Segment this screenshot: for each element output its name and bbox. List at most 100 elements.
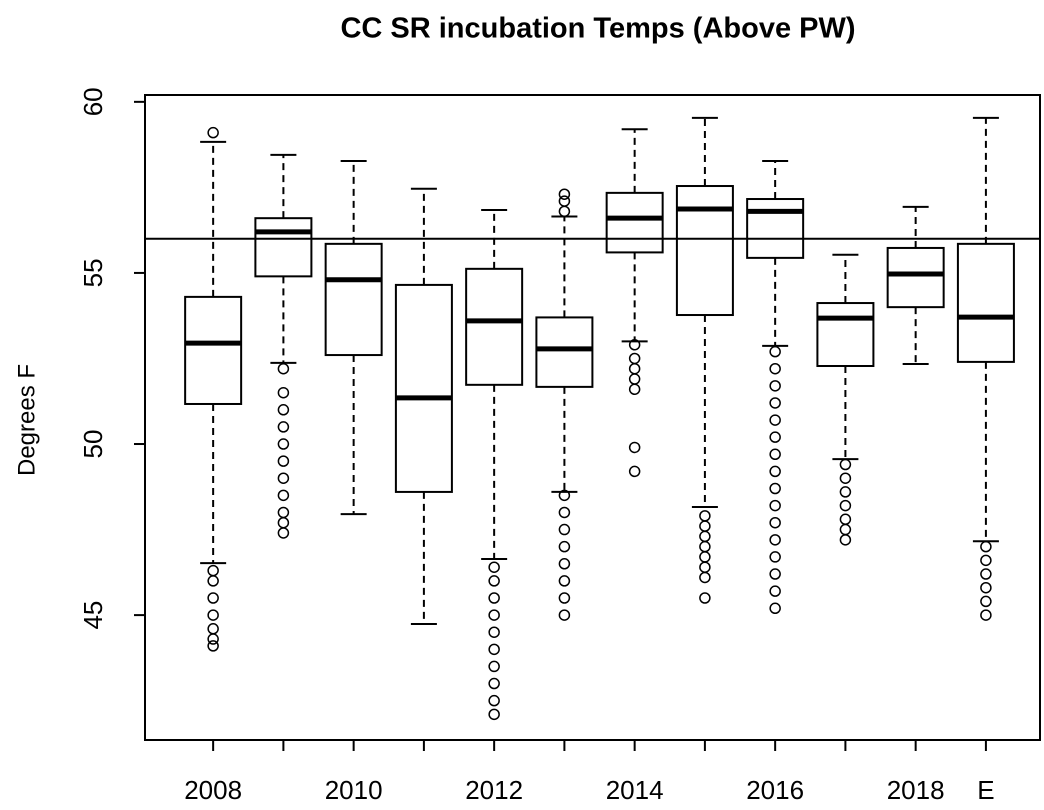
outlier (488, 575, 500, 587)
outlier (558, 540, 571, 553)
outlier (628, 465, 641, 478)
outlier (628, 373, 641, 385)
outlier (488, 677, 500, 690)
outlier (769, 568, 781, 580)
outlier (699, 520, 711, 532)
y-tick-label: 45 (78, 601, 108, 630)
box (886, 246, 945, 309)
outlier (769, 448, 781, 461)
box (746, 198, 805, 259)
outlier (769, 551, 781, 563)
box (184, 295, 243, 405)
outlier (769, 414, 781, 426)
outlier (558, 523, 571, 536)
outlier (699, 510, 711, 522)
outlier (488, 561, 500, 573)
x-tick-label: E (977, 775, 994, 805)
outlier (488, 592, 500, 604)
outlier (277, 362, 290, 375)
x-tick-label: 2012 (465, 775, 523, 805)
outlier (769, 465, 781, 478)
outlier (558, 592, 571, 604)
outlier (839, 534, 852, 546)
outlier (628, 441, 641, 454)
outlier (207, 564, 219, 577)
outlier (277, 516, 290, 529)
outlier (277, 386, 290, 399)
outlier (558, 188, 571, 200)
outlier (207, 609, 219, 621)
box (675, 185, 734, 317)
outlier (277, 489, 290, 502)
outlier (769, 397, 781, 409)
outlier (207, 623, 219, 635)
box (324, 242, 383, 357)
outlier (769, 380, 781, 392)
outlier (699, 540, 711, 553)
outlier (980, 609, 992, 621)
outlier (769, 345, 781, 358)
outlier (488, 660, 500, 673)
outlier (699, 571, 711, 584)
outlier (699, 530, 711, 543)
outlier (699, 561, 711, 573)
y-tick-label: 55 (78, 258, 108, 287)
outlier (628, 362, 641, 375)
box (535, 316, 594, 388)
outlier (980, 554, 992, 567)
outlier (769, 534, 781, 546)
outlier (769, 362, 781, 375)
outlier (207, 633, 219, 645)
outlier (628, 339, 641, 351)
outlier (699, 592, 711, 604)
x-tick-label: 2008 (184, 775, 242, 805)
outlier (769, 431, 781, 443)
outlier (558, 195, 571, 207)
outlier (628, 383, 641, 396)
outlier (980, 595, 992, 608)
y-tick-label: 50 (78, 430, 108, 459)
outlier (558, 575, 571, 587)
outlier (207, 640, 219, 652)
y-axis-label: Degrees F (13, 364, 40, 476)
outlier (558, 506, 571, 519)
outlier (769, 499, 781, 512)
plot-frame (144, 94, 1041, 741)
outlier (277, 421, 290, 433)
outlier (769, 516, 781, 529)
x-tick-label: 2018 (887, 775, 945, 805)
outlier (488, 643, 500, 656)
outlier (207, 575, 219, 587)
chart-title: CC SR incubation Temps (Above PW) (340, 13, 855, 45)
outlier (488, 708, 500, 721)
outlier (769, 482, 781, 495)
outlier (839, 513, 852, 526)
outlier (488, 694, 500, 707)
outlier (839, 458, 852, 471)
x-tick-label: 2010 (325, 775, 383, 805)
outlier (839, 472, 852, 484)
outlier (277, 472, 290, 484)
outlier (488, 609, 500, 621)
box (394, 283, 453, 493)
box (465, 267, 524, 386)
outlier (277, 438, 290, 450)
outlier (839, 523, 852, 536)
outlier (277, 404, 290, 416)
outlier (769, 602, 781, 615)
y-tick-label: 60 (78, 87, 108, 116)
outlier (558, 205, 571, 218)
outlier (839, 486, 852, 498)
box (816, 302, 875, 368)
box (605, 191, 664, 254)
outlier (277, 506, 290, 519)
outlier (980, 540, 992, 553)
outlier (628, 352, 641, 365)
outlier (980, 568, 992, 580)
outlier (558, 609, 571, 621)
outlier (769, 585, 781, 597)
outlier (277, 527, 290, 539)
x-tick-label: 2016 (746, 775, 804, 805)
outlier (207, 592, 219, 604)
